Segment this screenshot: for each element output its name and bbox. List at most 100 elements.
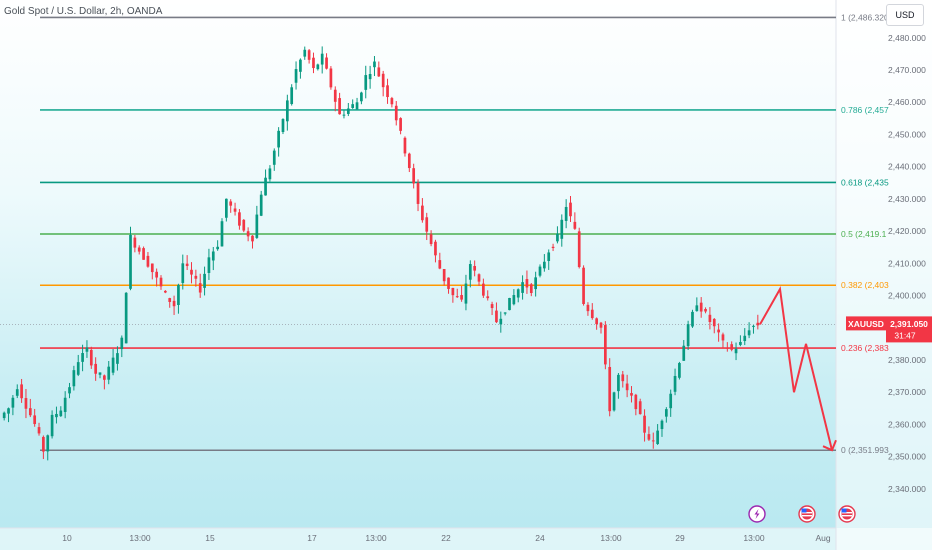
candle-body <box>434 241 437 256</box>
candle-body <box>651 440 655 442</box>
candle-body <box>682 345 686 361</box>
candle-body <box>525 279 529 288</box>
candle-body <box>290 87 294 105</box>
candle-body <box>695 305 699 312</box>
candle-body <box>725 347 729 349</box>
candle-body <box>752 325 755 327</box>
candle-body <box>216 246 219 250</box>
candle-body <box>42 436 45 452</box>
candle-body <box>521 282 524 293</box>
candle-body <box>111 357 115 373</box>
candle-body <box>399 118 402 131</box>
candle-body <box>255 214 259 238</box>
time-axis <box>0 528 932 550</box>
candle-body <box>712 318 716 327</box>
symbol-tag-label: XAUUSD <box>848 319 884 329</box>
fib-level-label: 1 (2,486.320 <box>841 12 889 22</box>
candle-body <box>33 415 37 425</box>
candle-body <box>46 435 50 452</box>
candle-body <box>103 375 106 380</box>
candle-body <box>586 304 590 312</box>
candle-body <box>272 150 276 165</box>
candle-body <box>194 275 198 279</box>
candle-body <box>625 383 629 391</box>
x-tick-label: 13:00 <box>600 533 622 543</box>
candle-body <box>495 310 498 323</box>
candle-body <box>699 302 703 312</box>
candle-body <box>20 384 23 399</box>
candle-body <box>473 265 477 271</box>
candle-body <box>172 300 176 307</box>
candle-body <box>203 273 206 288</box>
candle-body <box>373 61 376 68</box>
y-tick-label: 2,370.000 <box>888 387 926 397</box>
candle-body <box>59 410 63 417</box>
candle-body <box>238 212 241 226</box>
candle-body <box>438 260 442 269</box>
candle-body <box>364 75 368 90</box>
candle-body <box>355 102 359 110</box>
candle-body <box>529 284 533 294</box>
candle-body <box>455 296 459 298</box>
y-tick-label: 2,450.000 <box>888 129 926 139</box>
candle-body <box>638 401 642 415</box>
currency-button[interactable]: USD <box>886 4 924 26</box>
y-tick-label: 2,480.000 <box>888 33 926 43</box>
candle-body <box>159 277 163 287</box>
candle-body <box>68 387 71 394</box>
candle-body <box>407 153 411 169</box>
candle-body <box>499 318 503 325</box>
candle-body <box>94 363 98 374</box>
candle-body <box>233 208 237 212</box>
candle-body <box>447 277 450 289</box>
candle-body <box>617 374 620 392</box>
candle-body <box>647 434 651 440</box>
candle-body <box>316 64 320 70</box>
fib-level-label: 0 (2,351.993 <box>841 445 889 455</box>
x-tick-label: 15 <box>205 533 215 543</box>
candle-body <box>590 309 594 319</box>
candle-body <box>150 263 154 273</box>
candle-body <box>660 420 664 430</box>
price-axis <box>836 0 932 550</box>
y-tick-label: 2,420.000 <box>888 226 926 236</box>
candle-body <box>717 329 720 333</box>
candle-body <box>569 202 572 217</box>
us-flag-icon <box>838 505 856 523</box>
candle-body <box>421 205 424 221</box>
candle-body <box>342 114 346 116</box>
candle-body <box>225 198 228 218</box>
fib-level-label: 0.382 (2,403 <box>841 280 889 290</box>
candle-body <box>312 57 315 69</box>
candle-body <box>482 283 485 296</box>
x-tick-label: 24 <box>535 533 545 543</box>
candle-body <box>137 247 141 252</box>
candle-body <box>181 263 185 283</box>
candle-body <box>678 363 681 378</box>
candle-body <box>468 264 472 280</box>
candle-body <box>547 252 551 262</box>
candle-body <box>621 374 625 382</box>
candle-body <box>294 69 298 83</box>
candle-body <box>630 393 633 396</box>
candle-body <box>634 394 638 410</box>
candle-body <box>508 297 511 311</box>
x-tick-label: 13:00 <box>743 533 765 543</box>
candle-body <box>664 409 668 417</box>
y-tick-label: 2,430.000 <box>888 194 926 204</box>
price-tag-value: 2,391.050 <box>890 319 928 329</box>
candle-body <box>142 248 145 260</box>
candle-body <box>577 231 581 268</box>
candle-body <box>564 206 568 221</box>
candle-body <box>360 92 363 102</box>
fib-level-label: 0.236 (2,383 <box>841 343 889 353</box>
candle-body <box>599 322 603 328</box>
candle-body <box>55 413 58 418</box>
candle-body <box>320 53 324 65</box>
candle-body <box>451 287 455 296</box>
candle-body <box>747 330 751 336</box>
y-tick-label: 2,460.000 <box>888 97 926 107</box>
y-tick-label: 2,360.000 <box>888 419 926 429</box>
